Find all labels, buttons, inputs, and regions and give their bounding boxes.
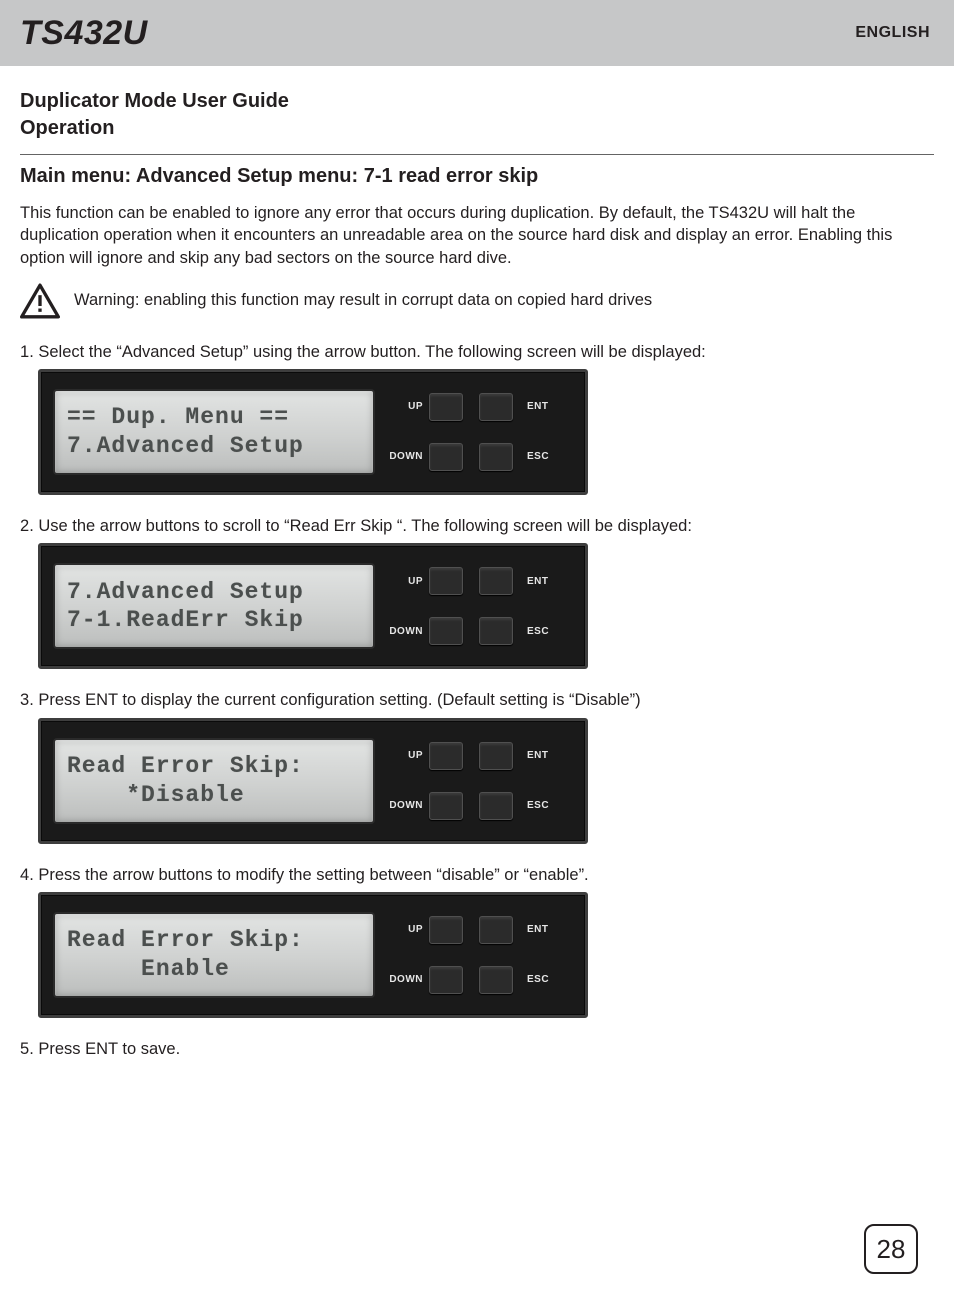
- page-content: Duplicator Mode User Guide Operation Mai…: [0, 66, 954, 1060]
- up-label: UP: [389, 923, 429, 937]
- esc-label: ESC: [519, 799, 555, 813]
- header-bar: TS432U ENGLISH: [0, 0, 954, 66]
- step-item: Press ENT to display the current configu…: [20, 689, 934, 843]
- up-button[interactable]: [429, 742, 463, 770]
- esc-label: ESC: [519, 450, 555, 464]
- down-label: DOWN: [389, 973, 429, 987]
- steps-list: Select the “Advanced Setup” using the ar…: [20, 341, 934, 1060]
- ent-button[interactable]: [479, 916, 513, 944]
- down-button[interactable]: [429, 617, 463, 645]
- ent-button[interactable]: [479, 742, 513, 770]
- button-grid: UP ENT DOWN ESC: [389, 912, 573, 998]
- esc-label: ESC: [519, 625, 555, 639]
- step-item: Use the arrow buttons to scroll to “Read…: [20, 515, 934, 669]
- down-button[interactable]: [429, 443, 463, 471]
- intro-paragraph: This function can be enabled to ignore a…: [20, 202, 934, 269]
- lcd-line-1: == Dup. Menu ==: [67, 403, 361, 432]
- device-panel: 7.Advanced Setup 7-1.ReadErr Skip UP ENT…: [38, 543, 588, 669]
- lcd-line-2: Enable: [67, 955, 361, 984]
- esc-button[interactable]: [479, 443, 513, 471]
- down-label: DOWN: [389, 799, 429, 813]
- lcd-line-2: *Disable: [67, 781, 361, 810]
- ent-label: ENT: [519, 923, 555, 937]
- ent-label: ENT: [519, 575, 555, 589]
- lcd-screen: 7.Advanced Setup 7-1.ReadErr Skip: [53, 563, 375, 649]
- page-title: Duplicator Mode User Guide Operation: [20, 88, 934, 142]
- esc-label: ESC: [519, 973, 555, 987]
- button-grid: UP ENT DOWN ESC: [389, 738, 573, 824]
- warning-text: Warning: enabling this function may resu…: [74, 291, 652, 310]
- device-panel-wrap: == Dup. Menu == 7.Advanced Setup UP ENT …: [38, 369, 934, 495]
- ent-label: ENT: [519, 400, 555, 414]
- lcd-line-2: 7.Advanced Setup: [67, 432, 361, 461]
- lcd-screen: == Dup. Menu == 7.Advanced Setup: [53, 389, 375, 475]
- down-button[interactable]: [429, 966, 463, 994]
- ent-button[interactable]: [479, 393, 513, 421]
- title-line-2: Operation: [20, 117, 114, 139]
- step-item: Press the arrow buttons to modify the se…: [20, 864, 934, 1018]
- ent-button[interactable]: [479, 567, 513, 595]
- device-panel-wrap: Read Error Skip: *Disable UP ENT DOWN: [38, 718, 934, 844]
- esc-button[interactable]: [479, 966, 513, 994]
- device-panel: Read Error Skip: *Disable UP ENT DOWN: [38, 718, 588, 844]
- title-line-1: Duplicator Mode User Guide: [20, 90, 289, 112]
- device-panel: == Dup. Menu == 7.Advanced Setup UP ENT …: [38, 369, 588, 495]
- down-label: DOWN: [389, 450, 429, 464]
- up-label: UP: [389, 575, 429, 589]
- page-number: 28: [864, 1224, 918, 1274]
- down-label: DOWN: [389, 625, 429, 639]
- lcd-line-1: 7.Advanced Setup: [67, 578, 361, 607]
- step-text: Select the “Advanced Setup” using the ar…: [38, 343, 705, 361]
- lcd-screen: Read Error Skip: Enable: [53, 912, 375, 998]
- language-label: ENGLISH: [855, 24, 930, 42]
- section-heading: Main menu: Advanced Setup menu: 7-1 read…: [20, 154, 934, 188]
- lcd-line-1: Read Error Skip:: [67, 752, 361, 781]
- down-button[interactable]: [429, 792, 463, 820]
- step-item: Select the “Advanced Setup” using the ar…: [20, 341, 934, 495]
- button-grid: UP ENT DOWN ESC: [389, 389, 573, 475]
- step-text: Use the arrow buttons to scroll to “Read…: [38, 517, 692, 535]
- step-item: Press ENT to save.: [20, 1038, 934, 1060]
- esc-button[interactable]: [479, 617, 513, 645]
- device-panel-wrap: 7.Advanced Setup 7-1.ReadErr Skip UP ENT…: [38, 543, 934, 669]
- warning-row: Warning: enabling this function may resu…: [20, 283, 934, 319]
- device-panel: Read Error Skip: Enable UP ENT DOWN: [38, 892, 588, 1018]
- esc-button[interactable]: [479, 792, 513, 820]
- lcd-screen: Read Error Skip: *Disable: [53, 738, 375, 824]
- up-button[interactable]: [429, 393, 463, 421]
- warning-icon: [20, 283, 60, 319]
- up-label: UP: [389, 749, 429, 763]
- up-button[interactable]: [429, 916, 463, 944]
- step-text: Press ENT to save.: [38, 1040, 180, 1058]
- step-text: Press ENT to display the current configu…: [38, 691, 640, 709]
- button-grid: UP ENT DOWN ESC: [389, 563, 573, 649]
- up-label: UP: [389, 400, 429, 414]
- lcd-line-1: Read Error Skip:: [67, 926, 361, 955]
- step-text: Press the arrow buttons to modify the se…: [38, 866, 588, 884]
- up-button[interactable]: [429, 567, 463, 595]
- lcd-line-2: 7-1.ReadErr Skip: [67, 606, 361, 635]
- model-label: TS432U: [20, 14, 148, 53]
- device-panel-wrap: Read Error Skip: Enable UP ENT DOWN: [38, 892, 934, 1018]
- ent-label: ENT: [519, 749, 555, 763]
